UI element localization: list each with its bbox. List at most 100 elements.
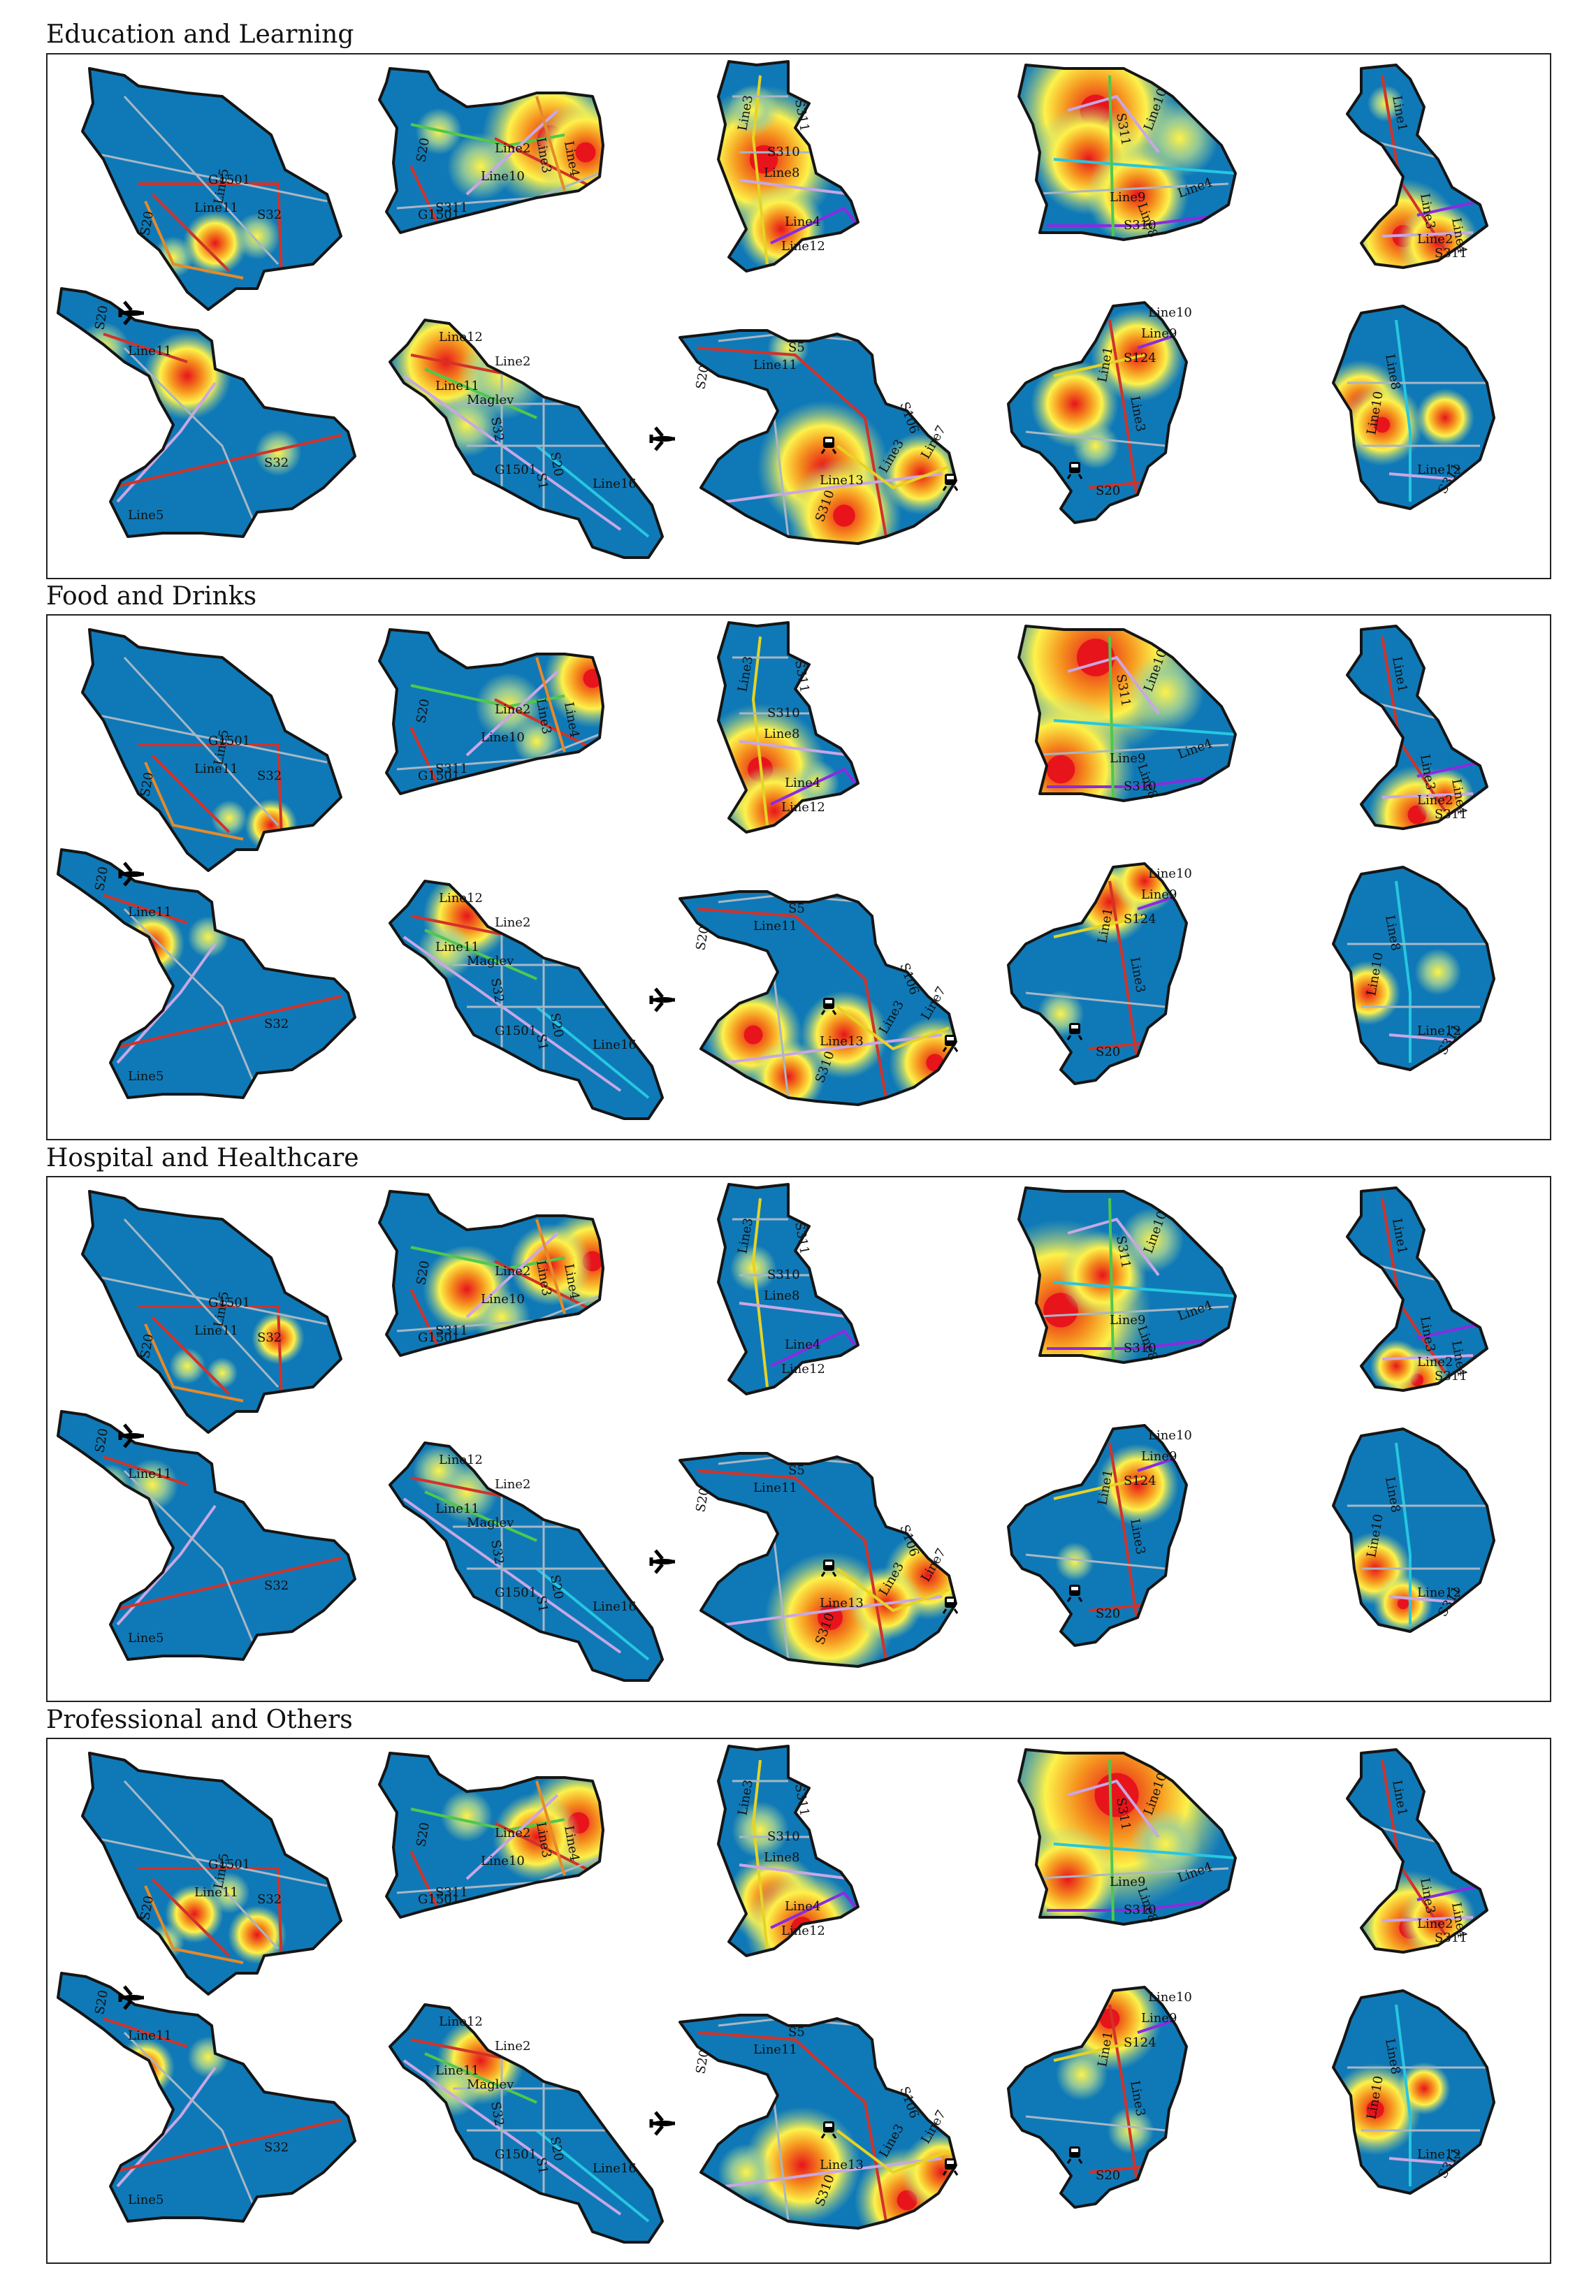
transit-line	[535, 1219, 566, 1314]
district-outline	[1332, 305, 1495, 510]
transit-line	[697, 347, 887, 537]
map-label: Line16	[593, 477, 637, 491]
transit-line	[402, 1497, 622, 1654]
hotspot	[743, 2107, 861, 2224]
map-label: S1	[533, 2156, 551, 2175]
density-hotspots	[1031, 307, 1185, 470]
hotspot	[732, 1801, 789, 1859]
transit-line	[1395, 880, 1412, 1063]
transit-line	[465, 109, 559, 196]
map-label: S1	[533, 1033, 551, 1052]
transit-line	[494, 1260, 593, 1312]
transit-line	[1108, 319, 1139, 502]
transit-line	[1108, 880, 1139, 1063]
map-label: S310	[1124, 218, 1156, 233]
district-outline	[1007, 862, 1188, 1085]
transit-line	[773, 978, 790, 1098]
transit-line	[494, 698, 593, 750]
transit-line	[739, 179, 852, 196]
transit-line	[739, 740, 852, 757]
transit-line	[89, 712, 328, 764]
district-outline	[389, 880, 664, 1120]
map-label: Line11	[128, 344, 172, 358]
hotspot-core	[743, 1025, 763, 1045]
hotspot	[228, 1905, 286, 1964]
hotspot-core	[575, 142, 596, 163]
map-label: Line9	[1110, 1875, 1145, 1889]
transit-line	[836, 1005, 950, 1051]
hotspot	[441, 1790, 493, 1842]
map-label: Line13	[820, 473, 864, 488]
transit-line	[535, 2129, 650, 2223]
map-label: Line12	[781, 1924, 825, 1938]
district-outline	[81, 67, 342, 311]
map-label: Line8	[764, 727, 799, 741]
map-label: Line8	[764, 1850, 799, 1865]
transit-line	[110, 1557, 342, 1612]
map-label: S310	[767, 1829, 800, 1844]
map-label: S311	[435, 762, 468, 776]
district-outline	[1017, 625, 1237, 802]
train-station-icon	[942, 1597, 959, 1614]
train-station-icon	[942, 474, 959, 491]
map-label: Line2	[495, 1477, 530, 1492]
transit-lines	[697, 1455, 950, 1660]
hotspot	[169, 1348, 205, 1384]
map-label: G1501	[495, 463, 537, 477]
hotspot-core	[1099, 2008, 1120, 2029]
map-label: Line11	[194, 1885, 238, 1900]
transit-line	[110, 995, 342, 1050]
district-outline	[717, 621, 859, 834]
transit-lines	[103, 2017, 342, 2215]
transit-line	[535, 657, 566, 753]
hotspot	[254, 429, 302, 477]
transit-line	[1047, 1898, 1222, 1912]
transit-lines	[103, 1455, 342, 1653]
transit-line	[1416, 1323, 1481, 1339]
transit-line	[103, 1455, 188, 1486]
airplane-icon	[649, 987, 675, 1012]
transit-line	[1025, 1305, 1229, 1318]
transit-line	[123, 2031, 259, 2215]
map-label: Line13	[820, 1596, 864, 1611]
transit-line	[697, 908, 887, 1098]
map-label: Line12	[1417, 463, 1461, 477]
district-outline	[378, 1190, 604, 1357]
transit-line	[1381, 1354, 1474, 1360]
transit-line	[739, 1863, 852, 1880]
transit-line	[773, 417, 790, 537]
map-label: S310	[1124, 779, 1156, 794]
map-label: Line10	[1148, 1428, 1192, 1443]
airplane-icon	[649, 1549, 675, 1574]
map-label: Line2	[1417, 1355, 1453, 1369]
hotspot	[1414, 948, 1462, 996]
transit-line	[151, 754, 231, 834]
hotspot	[211, 800, 247, 836]
map-label: Maglev	[467, 954, 514, 968]
transit-line	[103, 333, 188, 363]
map-label: G1501	[418, 1892, 460, 1907]
transit-line	[836, 2129, 950, 2174]
district-outline	[1346, 625, 1488, 830]
map-label: S32	[257, 208, 282, 222]
density-hotspots	[757, 330, 956, 544]
district-outline	[679, 2014, 957, 2230]
district-fill	[1347, 1188, 1487, 1390]
transit-line	[1067, 1779, 1160, 1838]
transit-line	[697, 1469, 887, 1660]
hotspot	[182, 210, 248, 276]
transit-line	[836, 444, 950, 490]
map-label: Maglev	[467, 1516, 514, 1530]
district-outline	[1332, 1427, 1495, 1633]
map-label: S124	[1124, 2035, 1156, 2050]
transit-line	[1025, 991, 1166, 1008]
